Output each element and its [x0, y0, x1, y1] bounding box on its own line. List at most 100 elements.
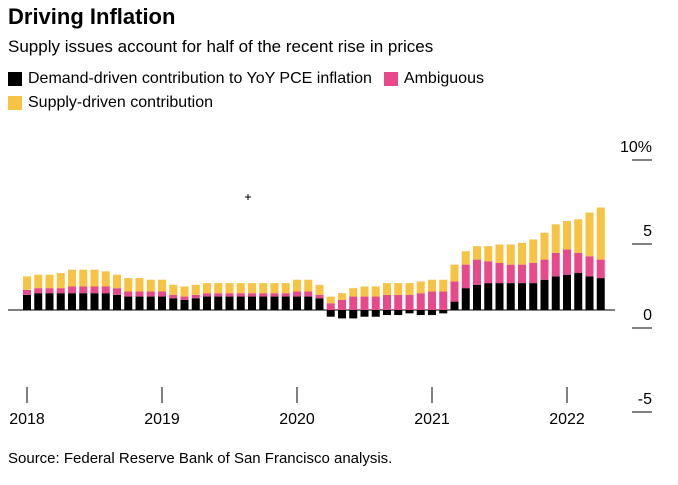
- bar-segment-demand: [203, 296, 211, 310]
- bar-segment-demand: [360, 310, 369, 317]
- bar-segment-ambiguous: [416, 293, 425, 310]
- bar-segment-supply: [495, 244, 504, 263]
- bar-segment-ambiguous: [551, 252, 560, 277]
- bar-segment-ambiguous: [45, 288, 54, 294]
- bar-segment-demand: [45, 293, 54, 310]
- bar-segment-demand: [90, 293, 99, 310]
- bar-segment-ambiguous: [439, 291, 448, 310]
- bar-segment-supply: [540, 232, 549, 260]
- bar-segment-demand: [315, 298, 324, 310]
- bar-segment-supply: [225, 283, 234, 294]
- bar-segment-demand: [338, 310, 346, 319]
- legend-swatch-demand: [8, 72, 22, 86]
- bar-segment-ambiguous: [191, 294, 200, 299]
- bar-segment-demand: [551, 276, 560, 310]
- chart-subtitle: Supply issues account for half of the re…: [8, 37, 434, 56]
- bar-segment-supply: [506, 244, 515, 265]
- bar-segment-demand: [473, 284, 481, 310]
- legend-item-supply: Supply-driven contribution: [8, 94, 213, 112]
- bar-segment-supply: [124, 278, 133, 292]
- bar-segment-demand: [405, 310, 414, 314]
- legend-label-demand: Demand-driven contribution to YoY PCE in…: [28, 70, 372, 87]
- bar-segment-supply: [203, 283, 211, 294]
- bar-segment-supply: [113, 274, 121, 289]
- bar-segment-ambiguous: [146, 291, 155, 297]
- bar-segment-supply: [248, 283, 256, 294]
- bar-segment-demand: [529, 283, 538, 310]
- bar-segment-demand: [349, 310, 358, 319]
- bar-segment-supply: [529, 239, 538, 263]
- legend-swatch-ambiguous: [383, 72, 398, 86]
- bar-segment-supply: [90, 269, 99, 287]
- bar-segment-supply: [450, 264, 459, 282]
- bar-segment-demand: [450, 301, 459, 310]
- bar-segment-ambiguous: [90, 286, 99, 294]
- bar-segment-ambiguous: [34, 288, 43, 294]
- bar-segment-supply: [439, 279, 448, 292]
- bar-segment-ambiguous: [135, 291, 144, 297]
- bar-segment-supply: [596, 207, 605, 260]
- bar-segment-supply: [574, 219, 583, 253]
- bar-segment-ambiguous: [158, 291, 166, 297]
- bar-segment-ambiguous: [540, 259, 549, 280]
- y-tick-label: 5: [643, 223, 652, 240]
- bar-segment-demand: [394, 310, 403, 316]
- bar-segment-ambiguous: [304, 291, 313, 297]
- bar-segment-demand: [574, 273, 583, 310]
- bar-segment-demand: [225, 296, 234, 310]
- bar-segment-supply: [259, 283, 268, 294]
- bar-segment-ambiguous: [68, 286, 76, 294]
- bar-segment-ambiguous: [394, 294, 403, 310]
- bar-segment-demand: [124, 296, 133, 310]
- bar-segment-demand: [56, 293, 65, 310]
- x-tick-label: 2022: [549, 411, 585, 428]
- bar-segment-demand: [506, 283, 515, 310]
- bar-segment-demand: [34, 293, 43, 310]
- bar-segment-demand: [428, 310, 436, 316]
- bar-segment-ambiguous: [259, 293, 268, 297]
- bar-segment-demand: [158, 296, 166, 310]
- bar-segment-demand: [23, 294, 31, 310]
- y-tick-label: 0: [643, 307, 652, 324]
- bar-segment-demand: [101, 293, 110, 310]
- bar-segment-ambiguous: [56, 288, 65, 294]
- bar-segment-demand: [439, 310, 448, 314]
- bar-segment-ambiguous: [349, 296, 358, 310]
- y-tick-label: 10%: [620, 139, 652, 156]
- bar-segment-supply: [416, 281, 425, 294]
- bar-segment-demand: [484, 283, 493, 310]
- bar-segment-ambiguous: [405, 294, 414, 310]
- bar-segment-ambiguous: [214, 293, 223, 297]
- bar-segment-ambiguous: [315, 294, 324, 299]
- bar-segment-ambiguous: [124, 291, 133, 297]
- bar-segment-ambiguous: [79, 286, 88, 294]
- bar-segment-demand: [180, 299, 189, 310]
- bar-segment-supply: [484, 246, 493, 262]
- bar-segment-demand: [236, 296, 245, 310]
- legend-item-ambiguous: Ambiguous: [383, 70, 484, 88]
- bar-segment-ambiguous: [236, 293, 245, 297]
- legend-label-supply: Supply-driven contribution: [28, 94, 213, 111]
- bar-segment-ambiguous: [585, 256, 594, 277]
- bar-segment-supply: [34, 274, 43, 289]
- bar-segment-ambiguous: [23, 289, 31, 295]
- bar-segment-ambiguous: [461, 264, 470, 289]
- bar-segment-supply: [135, 278, 144, 292]
- source-note: Source: Federal Reserve Bank of San Fran…: [8, 450, 393, 467]
- bar-segment-ambiguous: [270, 293, 279, 297]
- bar-segment-supply: [68, 269, 76, 287]
- bar-segment-supply: [293, 279, 301, 292]
- bar-segment-demand: [461, 288, 470, 310]
- bar-segment-ambiguous: [281, 293, 290, 297]
- bar-segment-ambiguous: [113, 288, 121, 295]
- bar-segment-demand: [585, 276, 594, 310]
- bar-segment-ambiguous: [326, 303, 335, 310]
- bar-segment-demand: [191, 298, 200, 310]
- bar-segment-supply: [23, 276, 31, 290]
- bar-segment-supply: [371, 286, 380, 297]
- bar-segment-demand: [214, 296, 223, 310]
- legend-row-2: Supply-driven contribution: [8, 94, 225, 112]
- bar-segment-supply: [585, 212, 594, 257]
- bar-segment-supply: [304, 279, 313, 292]
- bar-segment-supply: [473, 246, 481, 260]
